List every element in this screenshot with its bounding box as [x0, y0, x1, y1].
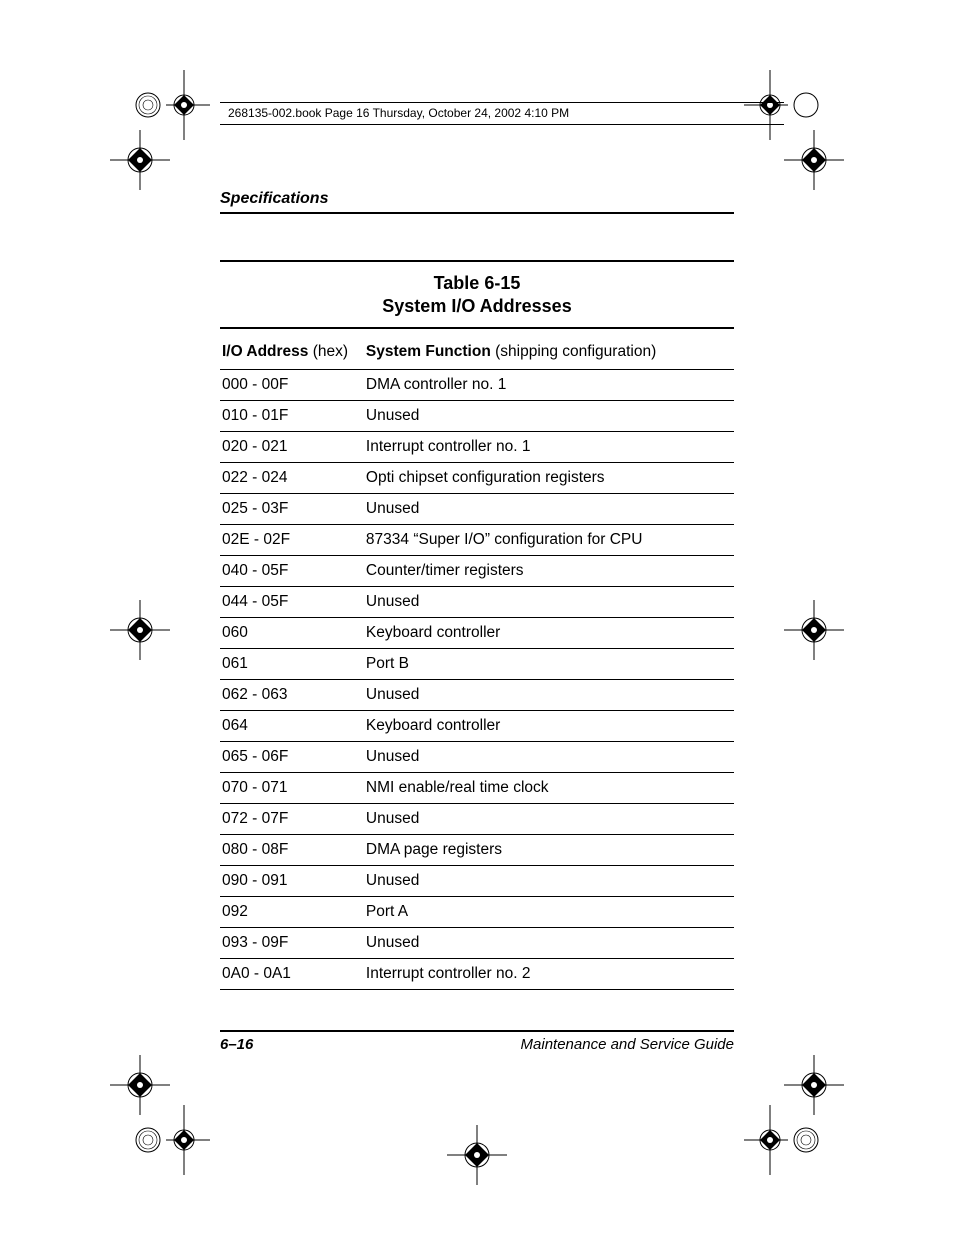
cell-function: Unused [364, 587, 734, 618]
table-row: 062 - 063Unused [220, 680, 734, 711]
cell-address: 061 [220, 649, 364, 680]
section-header: Specifications [220, 190, 734, 214]
table-row: 090 - 091Unused [220, 866, 734, 897]
crop-mark-icon [784, 130, 844, 190]
cell-function: Unused [364, 804, 734, 835]
cell-address: 064 [220, 711, 364, 742]
page-footer: 6–16 Maintenance and Service Guide [220, 1030, 734, 1053]
cell-function: 87334 “Super I/O” configuration for CPU [364, 525, 734, 556]
cell-function: Port B [364, 649, 734, 680]
running-head: 268135-002.book Page 16 Thursday, Octobe… [220, 102, 784, 126]
table-row: 093 - 09FUnused [220, 928, 734, 959]
cell-address: 000 - 00F [220, 370, 364, 401]
cell-address: 025 - 03F [220, 494, 364, 525]
cell-address: 060 [220, 618, 364, 649]
col-header-function: System Function (shipping configuration) [364, 343, 734, 370]
cell-function: Opti chipset configuration registers [364, 463, 734, 494]
table-row: 065 - 06FUnused [220, 742, 734, 773]
cell-address: 072 - 07F [220, 804, 364, 835]
cell-function: Unused [364, 866, 734, 897]
io-address-table: I/O Address (hex) System Function (shipp… [220, 343, 734, 990]
cell-function: NMI enable/real time clock [364, 773, 734, 804]
page: 268135-002.book Page 16 Thursday, Octobe… [0, 0, 954, 1235]
table-number: Table 6-15 [434, 273, 521, 293]
cell-address: 092 [220, 897, 364, 928]
cell-function: Unused [364, 928, 734, 959]
crop-mark-icon [110, 1055, 170, 1115]
cell-address: 010 - 01F [220, 401, 364, 432]
table-row: 025 - 03FUnused [220, 494, 734, 525]
table-row: 072 - 07FUnused [220, 804, 734, 835]
cell-address: 093 - 09F [220, 928, 364, 959]
table-header-row: I/O Address (hex) System Function (shipp… [220, 343, 734, 370]
table-name: System I/O Addresses [382, 296, 571, 316]
cell-function: Keyboard controller [364, 711, 734, 742]
cell-function: Unused [364, 742, 734, 773]
table-row: 000 - 00FDMA controller no. 1 [220, 370, 734, 401]
crop-mark-icon [734, 1095, 824, 1185]
crop-mark-icon [447, 1125, 507, 1185]
cell-function: Interrupt controller no. 2 [364, 959, 734, 990]
cell-address: 022 - 024 [220, 463, 364, 494]
cell-function: Interrupt controller no. 1 [364, 432, 734, 463]
table-row: 064Keyboard controller [220, 711, 734, 742]
table-row: 060Keyboard controller [220, 618, 734, 649]
table-row: 0A0 - 0A1Interrupt controller no. 2 [220, 959, 734, 990]
table-row: 020 - 021Interrupt controller no. 1 [220, 432, 734, 463]
table-row: 040 - 05FCounter/timer registers [220, 556, 734, 587]
table-row: 044 - 05FUnused [220, 587, 734, 618]
table-row: 070 - 071NMI enable/real time clock [220, 773, 734, 804]
cell-address: 02E - 02F [220, 525, 364, 556]
cell-function: Counter/timer registers [364, 556, 734, 587]
crop-mark-icon [130, 60, 220, 150]
table-title: Table 6-15 System I/O Addresses [220, 262, 734, 327]
cell-function: Port A [364, 897, 734, 928]
crop-mark-icon [130, 1095, 220, 1185]
table-row: 092Port A [220, 897, 734, 928]
cell-function: Unused [364, 401, 734, 432]
table-row: 061Port B [220, 649, 734, 680]
col-header-address: I/O Address (hex) [220, 343, 364, 370]
cell-function: DMA controller no. 1 [364, 370, 734, 401]
cell-function: Keyboard controller [364, 618, 734, 649]
cell-address: 062 - 063 [220, 680, 364, 711]
crop-mark-icon [784, 600, 844, 660]
running-head-text: 268135-002.book Page 16 Thursday, Octobe… [228, 106, 569, 120]
crop-mark-icon [110, 600, 170, 660]
cell-address: 020 - 021 [220, 432, 364, 463]
table-row: 02E - 02F87334 “Super I/O” configuration… [220, 525, 734, 556]
crop-mark-icon [110, 130, 170, 190]
cell-address: 090 - 091 [220, 866, 364, 897]
cell-function: DMA page registers [364, 835, 734, 866]
cell-address: 040 - 05F [220, 556, 364, 587]
cell-function: Unused [364, 680, 734, 711]
table-row: 022 - 024Opti chipset configuration regi… [220, 463, 734, 494]
table-block: Table 6-15 System I/O Addresses I/O Addr… [220, 260, 734, 990]
table-row: 010 - 01FUnused [220, 401, 734, 432]
cell-address: 044 - 05F [220, 587, 364, 618]
cell-function: Unused [364, 494, 734, 525]
page-number: 6–16 [220, 1036, 253, 1053]
cell-address: 070 - 071 [220, 773, 364, 804]
crop-mark-icon [784, 1055, 844, 1115]
section-title: Specifications [220, 190, 734, 210]
cell-address: 065 - 06F [220, 742, 364, 773]
doc-title: Maintenance and Service Guide [521, 1036, 734, 1053]
cell-address: 0A0 - 0A1 [220, 959, 364, 990]
table-row: 080 - 08FDMA page registers [220, 835, 734, 866]
cell-address: 080 - 08F [220, 835, 364, 866]
